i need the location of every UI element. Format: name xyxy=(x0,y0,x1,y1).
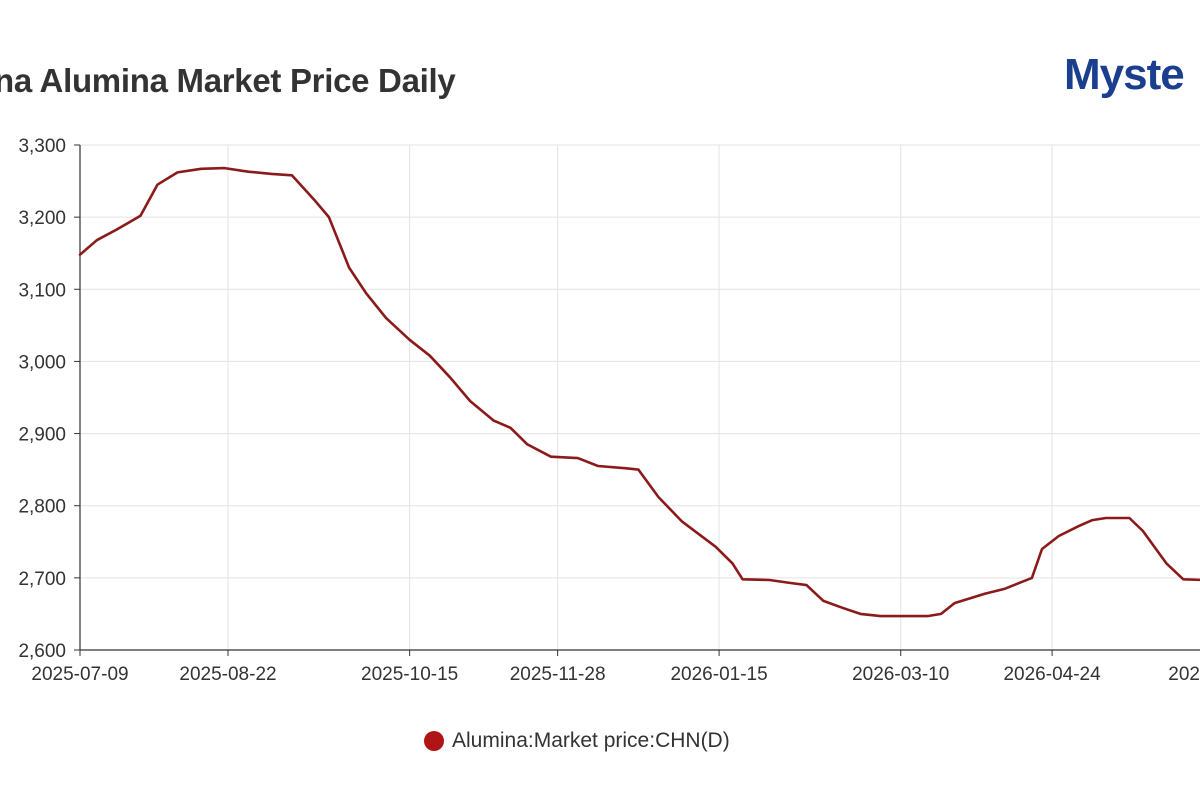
y-tick-label: 2,700 xyxy=(18,569,66,590)
x-tick-labels: 2025-07-09 2025-08-22 2025-10-15 2025-11-28… xyxy=(31,664,1200,685)
x-tick-label: 2026-04-24 xyxy=(1003,664,1101,685)
logo-text-primary: Myste xyxy=(1064,50,1185,99)
x-tick-label: 2026-01-15 xyxy=(670,664,767,685)
y-tick-label: 3,000 xyxy=(18,352,66,373)
y-tick-labels: 2,600 2,700 2,800 2,900 3,000 3,100 3,200 3,300 xyxy=(18,136,66,662)
y-tick-label: 3,200 xyxy=(18,208,66,229)
y-tick-label: 3,300 xyxy=(18,136,66,157)
legend-label: Alumina:Market price:CHN(D) xyxy=(452,729,730,752)
legend-marker xyxy=(424,731,444,751)
chart-title: na Alumina Market Price Daily xyxy=(0,62,456,99)
grid-layer xyxy=(80,144,1200,650)
x-tick-label: 2026-06-12 xyxy=(1168,664,1200,685)
legend[interactable]: Alumina:Market price:CHN(D) xyxy=(424,729,730,753)
x-tick-label: 2025-10-15 xyxy=(361,664,458,685)
y-tick-label: 2,800 xyxy=(18,497,66,518)
series-line xyxy=(78,166,1200,618)
x-tick-label: 2025-11-28 xyxy=(510,664,606,685)
x-tick-label: 2026-03-10 xyxy=(852,664,949,685)
axis-layer xyxy=(74,144,1200,656)
brand-logo: Myste xyxy=(1064,50,1185,100)
y-tick-label: 2,900 xyxy=(18,425,66,446)
series-layer xyxy=(78,166,1200,618)
y-tick-label: 2,600 xyxy=(18,641,66,662)
y-tick-label: 3,100 xyxy=(18,280,66,301)
x-tick-label: 2025-08-22 xyxy=(179,664,276,685)
x-tick-label: 2025-07-09 xyxy=(31,664,128,685)
